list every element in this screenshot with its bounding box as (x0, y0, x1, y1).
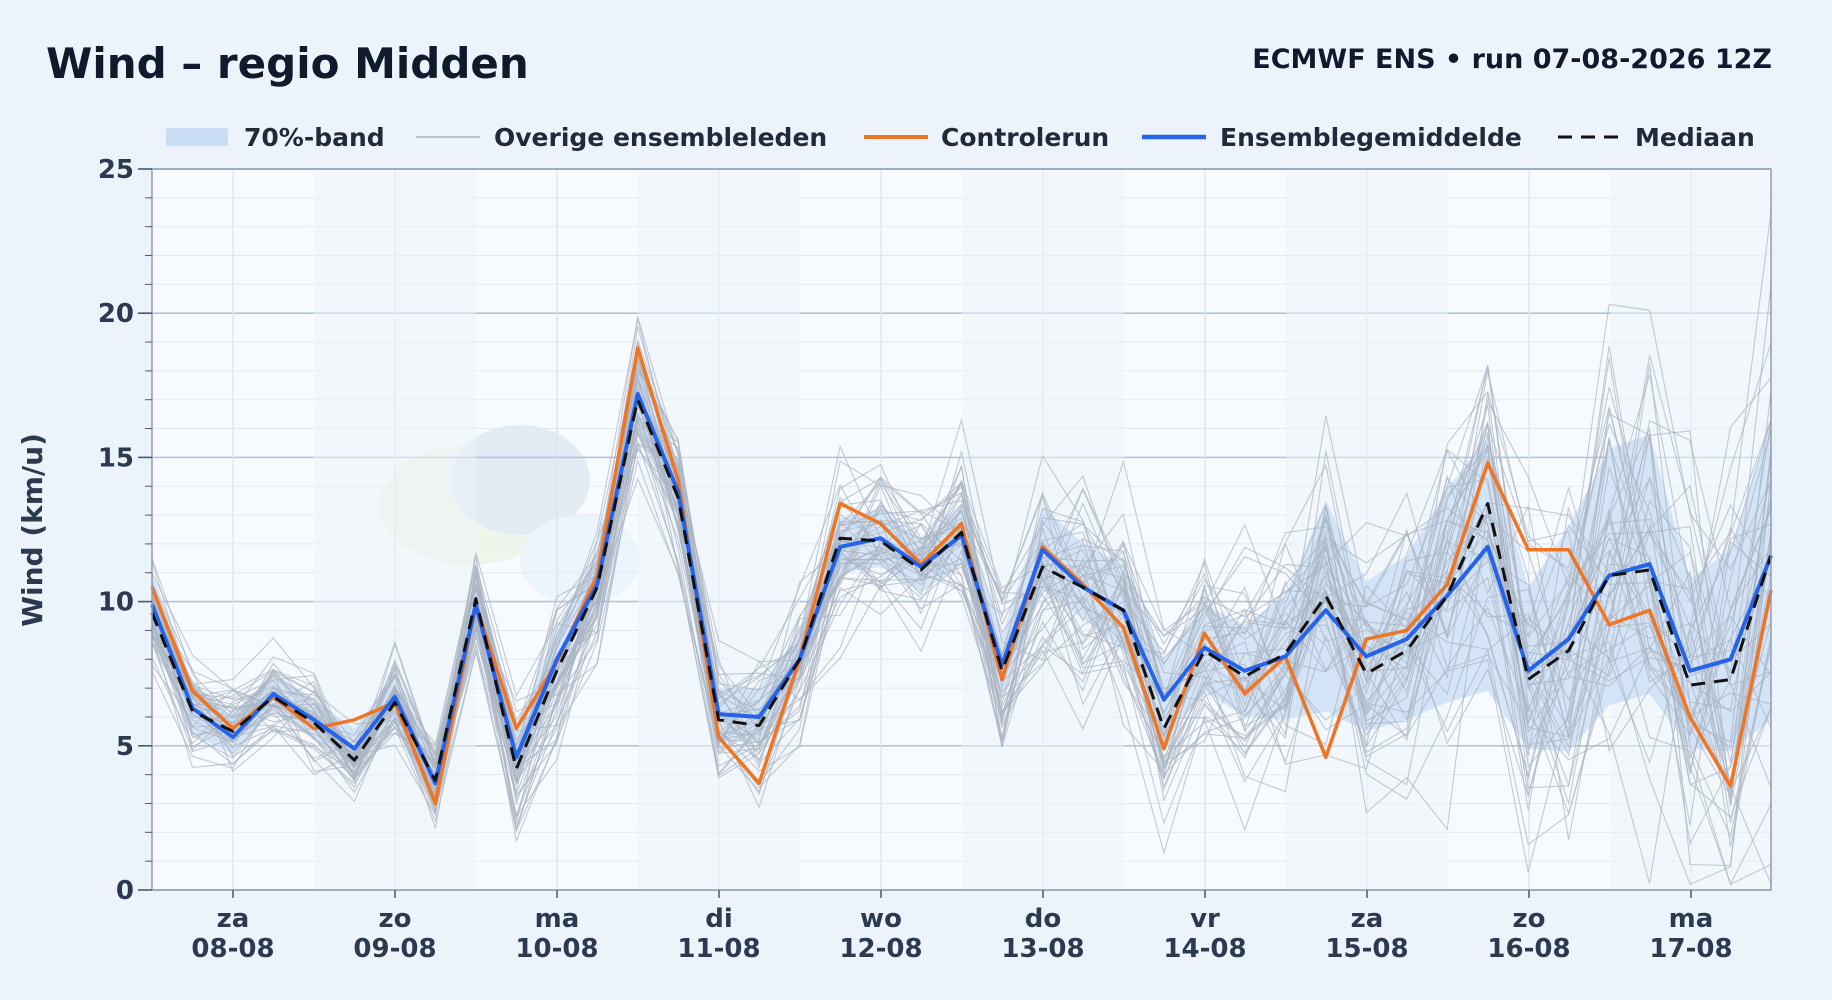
x-axis: za08-08zo09-08ma10-08di11-08wo12-08do13-… (191, 890, 1733, 964)
x-tick-date: 11-08 (677, 934, 760, 964)
legend-band-swatch (166, 128, 228, 146)
x-tick-day: zo (1513, 904, 1546, 934)
band-70-area (152, 359, 1771, 810)
y-tick-label: 15 (98, 443, 134, 473)
x-tick-day: za (1351, 904, 1384, 934)
ensemble-member-line (151, 316, 1772, 816)
chart-title: Wind – regio Midden (46, 39, 529, 88)
legend-item-band[interactable]: 70%-band (166, 123, 385, 152)
ensemble-member-line (151, 345, 1772, 823)
legend-median-label: Mediaan (1635, 123, 1755, 152)
watermark-cloud-shape-2 (450, 425, 590, 535)
legend-item-members[interactable]: Overige ensembleleden (416, 123, 827, 152)
x-tick-date: 17-08 (1649, 934, 1732, 964)
run-info: ECMWF ENS • run 07-08-2026 12Z (1252, 44, 1772, 75)
y-axis: 0 5 10 15 20 25 (98, 155, 152, 906)
x-tick-date: 08-08 (191, 934, 274, 964)
y-tick-label: 20 (98, 299, 134, 329)
legend-mean-label: Ensemblegemiddelde (1220, 123, 1522, 152)
legend-control-label: Controlerun (941, 123, 1109, 152)
ensemble-member-line (151, 368, 1772, 823)
day-shade (314, 169, 476, 890)
legend-members-label: Overige ensembleleden (494, 123, 827, 152)
legend-item-mean[interactable]: Ensemblegemiddelde (1142, 123, 1522, 152)
y-axis-title: Wind (km/u) (16, 433, 49, 627)
ensemble-member-line (151, 342, 1772, 819)
x-tick-date: 15-08 (1325, 934, 1408, 964)
ensemble-member-line (151, 358, 1772, 848)
day-shade (638, 169, 800, 890)
x-tick-date: 14-08 (1163, 934, 1246, 964)
legend-band-label: 70%-band (244, 123, 385, 152)
x-tick-date: 10-08 (515, 934, 598, 964)
x-tick-day: wo (860, 904, 902, 934)
x-tick-day: do (1025, 904, 1061, 934)
band-70 (152, 359, 1771, 810)
x-tick-day: di (705, 904, 733, 934)
plot-frame (151, 168, 1772, 891)
y-tick-label: 0 (116, 876, 134, 906)
x-tick-day: vr (1190, 904, 1220, 934)
x-tick-day: za (217, 904, 250, 934)
y-tick-label: 25 (98, 155, 134, 185)
x-tick-date: 12-08 (839, 934, 922, 964)
x-tick-date: 09-08 (353, 934, 436, 964)
legend-item-median[interactable]: Mediaan (1558, 123, 1755, 152)
x-tick-day: ma (535, 904, 580, 934)
x-tick-date: 13-08 (1001, 934, 1084, 964)
legend-item-control[interactable]: Controlerun (864, 123, 1109, 152)
control-run-line (150, 346, 1773, 806)
x-tick-day: zo (379, 904, 412, 934)
y-tick-label: 5 (116, 732, 134, 762)
x-tick-day: ma (1669, 904, 1714, 934)
y-tick-label: 10 (98, 588, 134, 618)
legend: 70%-band Overige ensembleleden Controler… (166, 123, 1755, 152)
median-line (150, 398, 1773, 782)
ensemble-member-line (151, 426, 1772, 873)
x-tick-date: 16-08 (1487, 934, 1570, 964)
series-lines (150, 346, 1773, 806)
ensemble-member-line (151, 350, 1772, 833)
